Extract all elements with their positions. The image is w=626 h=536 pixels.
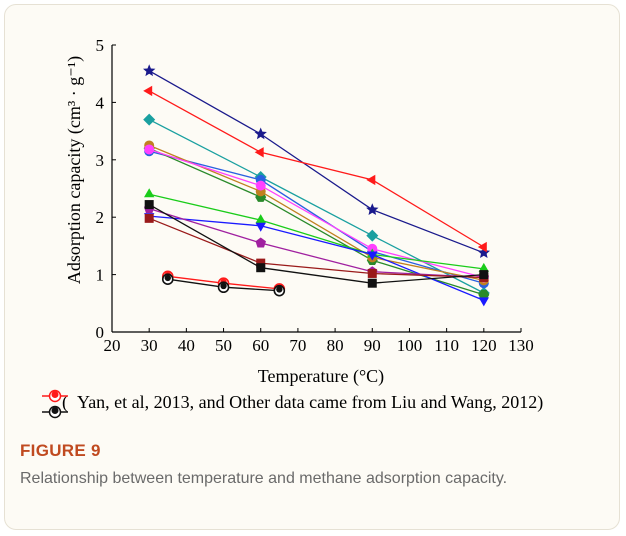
series-12	[144, 200, 489, 288]
figure-card	[4, 4, 620, 530]
x-tick-label: 60	[252, 336, 269, 355]
series-line	[148, 90, 485, 248]
data-point	[255, 237, 266, 248]
figure-label: FIGURE 9	[20, 441, 101, 460]
y-tick-label: 1	[96, 266, 105, 285]
data-point-fill	[276, 286, 283, 293]
series-line	[148, 147, 484, 296]
series-14	[161, 273, 286, 297]
data-point	[478, 289, 490, 300]
data-point	[144, 213, 154, 223]
y-tick-label: 4	[96, 93, 105, 112]
series-line	[148, 217, 484, 279]
x-tick-label: 70	[289, 336, 306, 355]
series-line	[148, 119, 485, 294]
data-point	[367, 268, 377, 278]
data-point	[255, 180, 266, 191]
x-tick-label: 110	[434, 336, 459, 355]
data-point	[366, 174, 376, 186]
legend-open-paren: (	[62, 392, 68, 413]
series-line	[148, 144, 484, 281]
data-point	[367, 278, 377, 288]
data-point	[366, 229, 379, 242]
x-tick-label: 50	[215, 336, 232, 355]
series-line	[149, 150, 484, 284]
x-tick-label: 90	[364, 336, 381, 355]
series-line	[148, 70, 485, 254]
data-point	[477, 241, 487, 253]
x-tick-label: 120	[471, 336, 497, 355]
series-line	[149, 207, 484, 279]
legend: ( Yan, et al, 2013, and Other data came …	[42, 389, 543, 419]
series-line	[148, 204, 484, 284]
series-1	[143, 64, 490, 258]
legend-dot	[51, 407, 59, 414]
series-8	[144, 188, 489, 272]
data-point	[254, 127, 267, 140]
y-tick-label: 5	[96, 36, 105, 55]
x-axis-label: Temperature (°C)	[258, 366, 384, 387]
series-2	[143, 85, 487, 253]
legend-note: Yan, et al, 2013, and Other data came fr…	[77, 392, 543, 413]
data-point	[143, 113, 156, 126]
x-tick-label: 20	[104, 336, 121, 355]
series-line	[148, 148, 484, 279]
legend-symbol-black	[42, 405, 68, 419]
x-tick-label: 40	[178, 336, 195, 355]
data-point	[144, 188, 155, 198]
data-point	[144, 200, 154, 210]
data-point	[143, 85, 153, 97]
data-point-fill	[220, 282, 227, 290]
x-tick-label: 100	[397, 336, 423, 355]
x-tick-label: 130	[508, 336, 534, 355]
x-tick-label: 30	[141, 336, 158, 355]
data-point	[367, 251, 378, 261]
data-point	[479, 270, 489, 280]
series-7	[144, 144, 489, 283]
data-point	[143, 64, 156, 77]
data-point	[256, 258, 266, 268]
y-tick-label: 2	[96, 208, 105, 227]
data-point	[255, 222, 266, 232]
data-point	[217, 281, 230, 294]
data-point	[478, 262, 489, 272]
data-point	[478, 297, 489, 307]
series-line	[149, 215, 485, 302]
data-point	[256, 263, 266, 273]
series-9	[144, 213, 489, 307]
y-tick-label: 3	[96, 151, 105, 170]
legend-symbol-red	[42, 389, 68, 403]
legend-dot	[51, 391, 59, 398]
y-tick-label: 0	[96, 323, 105, 342]
data-point	[255, 214, 266, 224]
series-line	[149, 193, 484, 270]
data-point	[273, 284, 286, 297]
series-6	[144, 140, 489, 286]
x-tick-label: 80	[327, 336, 344, 355]
data-point-fill	[164, 274, 171, 282]
data-point	[161, 273, 174, 285]
data-point	[477, 246, 490, 258]
y-axis-label: Adsorption capacity (cm³ · g⁻¹)	[64, 56, 85, 284]
data-point	[366, 203, 379, 215]
data-point	[144, 144, 155, 155]
data-point	[254, 147, 264, 158]
figure-caption: Relationship between temperature and met…	[20, 470, 508, 487]
